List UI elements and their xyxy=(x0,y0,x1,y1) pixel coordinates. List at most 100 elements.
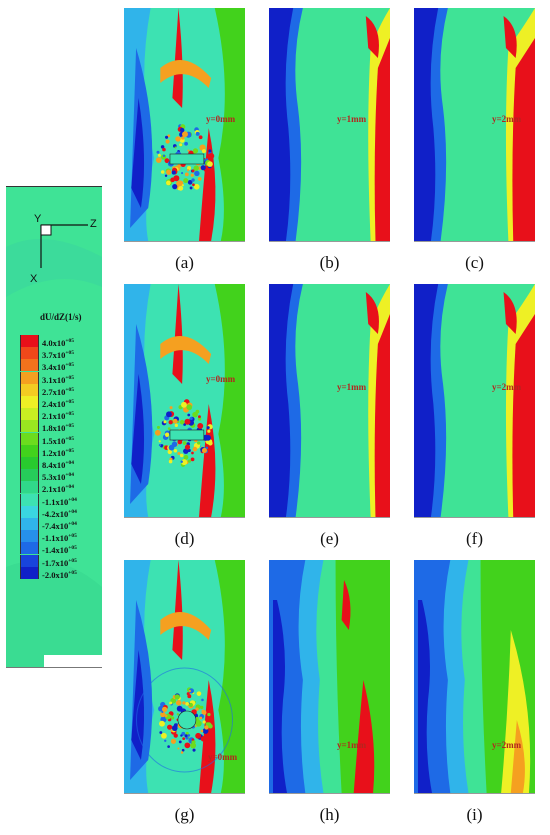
legend-swatch xyxy=(20,518,39,530)
legend-swatch xyxy=(20,396,39,408)
legend-level: 8.4x10+04 xyxy=(20,457,106,470)
panel-caption-h: (h) xyxy=(319,805,340,824)
contour-plot-f xyxy=(414,284,535,517)
contour-plot-e xyxy=(269,284,390,517)
contour-panel-h: y=1mm xyxy=(269,560,390,794)
legend-level: -2.0x10+05 xyxy=(20,566,106,580)
legend-level-label: 2.4x10+05 xyxy=(42,398,75,409)
axis-label-y: Y xyxy=(34,213,42,225)
legend-level: -1.1x10+04 xyxy=(20,493,106,507)
legend-level-label: 5.3x10+04 xyxy=(42,472,75,483)
legend-level: 5.3x10+04 xyxy=(20,469,106,483)
legend-swatch xyxy=(20,481,39,494)
contour-plot-h xyxy=(269,560,390,793)
legend-swatch xyxy=(20,408,39,421)
legend-level: 3.1x10+05 xyxy=(20,371,106,385)
legend-level-label: 2.7x10+05 xyxy=(42,386,75,397)
legend-level: -1.4x10+05 xyxy=(20,542,106,556)
legend-level: -4.2x10+04 xyxy=(20,505,106,519)
plane-label: y=1mm xyxy=(337,382,367,392)
axis-label-z: Z xyxy=(90,218,97,230)
legend-level: -1.1x10+05 xyxy=(20,530,106,544)
legend-level: 2.4x10+05 xyxy=(20,396,106,409)
legend-level: 3.4x10+05 xyxy=(20,359,106,373)
plane-label: y=1mm xyxy=(337,740,367,750)
legend-level-label: 3.1x10+05 xyxy=(42,374,75,385)
legend-level: -7.4x10+04 xyxy=(20,518,106,531)
legend-level: 3.7x10+05 xyxy=(20,347,106,361)
legend-level: 2.1x10+05 xyxy=(20,408,106,422)
plane-label: y=0mm xyxy=(206,114,236,124)
plane-label: y=2mm xyxy=(492,740,522,750)
legend-level: 1.5x10+05 xyxy=(20,432,106,446)
legend-level: 1.8x10+05 xyxy=(20,420,106,434)
axis-label-x: X xyxy=(30,273,38,285)
contour-plot-b xyxy=(269,8,390,241)
contour-panel-e: y=1mm xyxy=(269,284,390,518)
contour-plot-i xyxy=(414,560,535,793)
contour-plot-g xyxy=(124,560,245,793)
axis-triad xyxy=(40,224,88,268)
legend-swatch xyxy=(20,566,39,579)
legend-level: 2.1x10+04 xyxy=(20,481,106,495)
legend-swatch xyxy=(20,335,39,347)
legend-swatch xyxy=(20,469,39,482)
contour-panel-i: y=2mm xyxy=(414,560,535,794)
plane-label: y=1mm xyxy=(337,114,367,124)
legend-level-label: 4.0x10+05 xyxy=(42,337,75,348)
legend-level-label: -1.7x10+05 xyxy=(42,557,77,568)
plane-label: y=0mm xyxy=(208,752,238,762)
panel-caption-a: (a) xyxy=(175,253,194,272)
legend-level: -1.7x10+05 xyxy=(20,554,106,568)
panel-caption-b: (b) xyxy=(319,253,340,272)
panel-caption-e: (e) xyxy=(320,529,339,548)
panel-caption-g: (g) xyxy=(174,805,195,824)
panel-caption-f: (f) xyxy=(466,529,483,548)
legend-swatch xyxy=(20,493,39,506)
panel-caption-c: (c) xyxy=(465,253,484,272)
plane-label: y=2mm xyxy=(492,114,522,124)
legend-level-label: 1.5x10+05 xyxy=(42,435,75,446)
legend-level-label: 8.4x10+04 xyxy=(42,459,75,470)
legend-title: dU/dZ(1/s) xyxy=(40,312,82,322)
legend-swatch xyxy=(20,554,39,567)
legend-level: 4.0x10+05 xyxy=(20,335,106,348)
legend-level-label: -2.0x10+05 xyxy=(42,569,77,580)
legend-level: 1.2x10+05 xyxy=(20,444,106,458)
legend-level-label: -1.4x10+05 xyxy=(42,545,77,556)
contour-panel-c: y=2mm xyxy=(414,8,535,242)
contour-panel-g: y=0mm xyxy=(124,560,245,794)
contour-plot-a xyxy=(124,8,245,241)
legend-swatch xyxy=(20,457,39,469)
contour-plot-d xyxy=(124,284,245,517)
legend-level-label: 2.1x10+04 xyxy=(42,484,75,495)
contour-plot-c xyxy=(414,8,535,241)
plane-label: y=0mm xyxy=(206,374,236,384)
contour-panel-b: y=1mm xyxy=(269,8,390,242)
legend-level-label: 1.8x10+05 xyxy=(42,423,75,434)
legend-swatch xyxy=(20,444,39,457)
legend-level-label: 2.1x10+05 xyxy=(42,411,75,422)
legend-level-label: -4.2x10+04 xyxy=(42,508,77,519)
legend-swatch xyxy=(20,359,39,372)
legend-swatch xyxy=(20,420,39,433)
contour-panel-d: y=0mm xyxy=(124,284,245,518)
legend-level: 2.7x10+05 xyxy=(20,383,106,397)
legend-level-label: -1.1x10+04 xyxy=(42,496,77,507)
plane-label: y=2mm xyxy=(492,382,522,392)
legend-level-label: 3.4x10+05 xyxy=(42,362,75,373)
legend-swatch xyxy=(20,505,39,518)
legend-swatch xyxy=(20,383,39,396)
panel-caption-i: (i) xyxy=(466,805,483,824)
contour-panel-f: y=2mm xyxy=(414,284,535,518)
legend-swatch xyxy=(20,347,39,360)
legend-level-label: 1.2x10+05 xyxy=(42,447,75,458)
legend-level-label: -7.4x10+04 xyxy=(42,520,77,531)
legend-swatch xyxy=(20,432,39,445)
legend-swatch xyxy=(20,371,39,384)
panel-caption-d: (d) xyxy=(174,529,195,548)
legend-swatch xyxy=(20,542,39,555)
legend-level-label: -1.1x10+05 xyxy=(42,533,77,544)
legend-swatch xyxy=(20,530,39,543)
legend-level-label: 3.7x10+05 xyxy=(42,350,75,361)
